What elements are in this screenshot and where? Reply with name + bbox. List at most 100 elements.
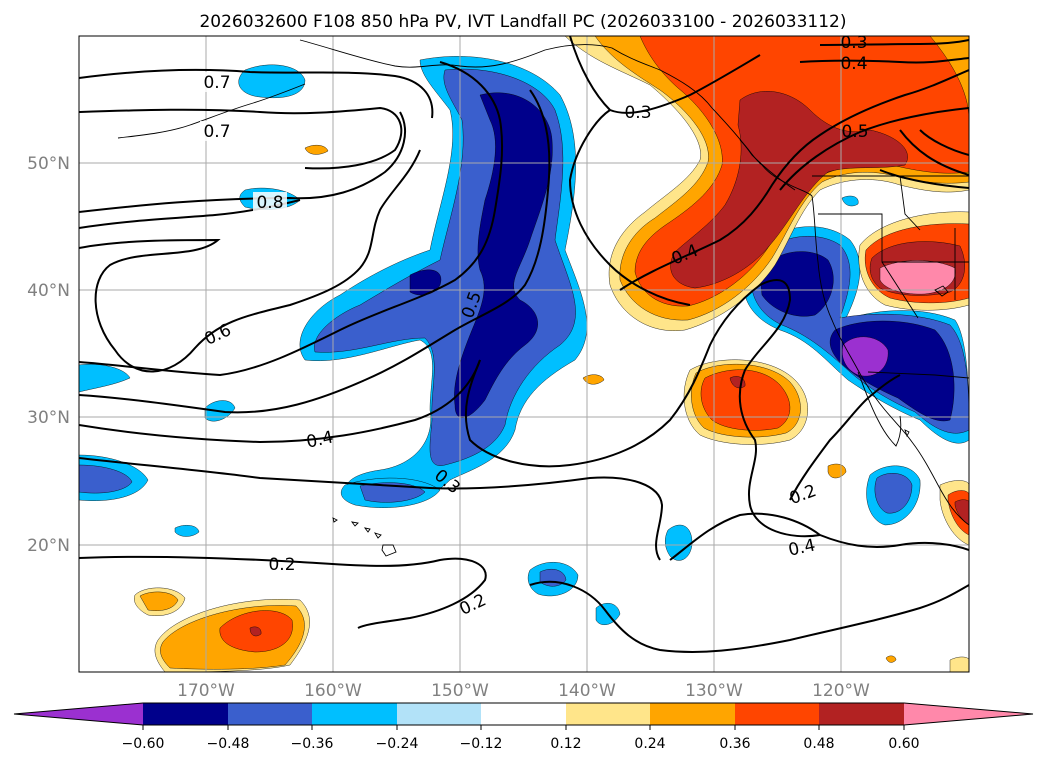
state-border-or: [818, 213, 969, 263]
colorbar-bin: [397, 703, 481, 725]
contour-label: 0.4: [840, 54, 867, 74]
latitude-labels: 50°N 40°N 30°N 20°N: [27, 154, 70, 556]
central-trough-core: [454, 92, 553, 418]
hawaii-island-5: [381, 544, 397, 557]
map-frame: [78, 35, 970, 673]
colorbar-tick-label: 0.12: [550, 736, 581, 752]
map-area: 0.7 0.7 0.8 0.6 0.5 0.4 0.3 0.2 0.2 0.3 …: [79, 33, 969, 672]
contour-0.3-hawaii: [79, 457, 664, 561]
contour-0.2-main: [79, 555, 487, 629]
small-warm-50n-158w: [304, 144, 329, 155]
bc-coast: [739, 139, 813, 197]
mexico-core: [874, 473, 913, 514]
state-border-mexico: [867, 371, 969, 379]
blob-20n-173w: [174, 525, 200, 537]
contour-label: 0.3: [624, 103, 651, 123]
contour-0.6-ne-c: [879, 169, 969, 189]
alaska-peninsula: [117, 83, 306, 139]
colorbar-tick-label: 0.48: [803, 736, 834, 752]
state-border-ca-nv: [881, 261, 919, 319]
lat-label-20n: 20°N: [27, 536, 70, 556]
colorbar-bin: [228, 703, 312, 725]
longitude-labels: 170°W 160°W 150°W 140°W 130°W 120°W: [177, 681, 870, 701]
contour-0.5: [79, 61, 504, 377]
colorbar-tick-label: −0.60: [122, 736, 165, 752]
colorbar-bin: [143, 703, 228, 725]
lon-label-170w: 170°W: [177, 681, 235, 701]
coastlines: [117, 39, 969, 557]
colorbar: −0.60 −0.48 −0.36 −0.24 −0.12 0.12 0.24 …: [13, 702, 1034, 752]
lat-label-30n: 30°N: [27, 408, 70, 428]
colorbar-tick-label: 0.36: [719, 736, 750, 752]
contour-label: 0.7: [203, 73, 230, 93]
sea-of-cortez-islands: [904, 429, 910, 438]
contour-label: 0.5: [841, 122, 868, 142]
colorbar-tick-label: −0.24: [376, 736, 419, 752]
alaska-blob: [238, 64, 306, 98]
california-low-core: [759, 251, 834, 317]
colorbar-bin: [650, 703, 735, 725]
west-edge-blob: [79, 364, 131, 393]
se-corner-warm: [949, 656, 969, 672]
contour-0.4-north: [799, 57, 969, 64]
colorbar-tick-label: 0.60: [888, 736, 919, 752]
contour-0.3-north: [819, 39, 969, 46]
contour-0.3-ring: [568, 109, 691, 306]
colorbar-bin: [819, 703, 904, 725]
contour-0.7-a: [79, 69, 434, 119]
lat-label-50n: 50°N: [27, 154, 70, 174]
contour-0.2-south: [529, 580, 969, 653]
contour-label: 0.7: [203, 122, 230, 142]
hawaii-island-3: [363, 527, 371, 533]
figure-title: 2026032600 F108 850 hPa PV, IVT Landfall…: [199, 12, 846, 32]
contour-label: 0.3: [840, 33, 867, 53]
colorbar-tick-label: −0.36: [291, 736, 334, 752]
colorbar-bin: [481, 703, 566, 725]
colorbar-tick-label: −0.48: [207, 736, 250, 752]
bay-islands: [934, 285, 949, 297]
contour-0.8: [79, 111, 406, 213]
colorbar-bin: [566, 703, 650, 725]
mexico-coast-warm-dark: [954, 499, 969, 526]
idaho-border: [899, 175, 921, 231]
contour-0.6-ne: [899, 129, 969, 176]
contour-0.3-pnw: [569, 36, 761, 114]
colorbar-tick-label: −0.12: [460, 736, 503, 752]
hawaii-island-4: [373, 532, 382, 539]
lon-label-140w: 140°W: [558, 681, 616, 701]
tiny-warm-13n: [885, 655, 897, 663]
contour-0.4-b: [79, 359, 481, 444]
sw-warm-dark: [249, 626, 262, 637]
contour-0.4-east: [669, 512, 969, 561]
blob-20n-137w: [665, 524, 693, 561]
lon-label-130w: 130°W: [685, 681, 743, 701]
oregon-blob: [841, 195, 859, 207]
contour-0.4: [79, 89, 551, 414]
alaska-coast: [299, 39, 796, 191]
lat-label-40n: 40°N: [27, 281, 70, 301]
us-west-coast: [811, 195, 969, 526]
baja-extreme: [842, 336, 889, 377]
contour-0.5-pnw: [779, 107, 969, 191]
contour-0.6: [79, 149, 421, 373]
contour-0.2-east: [789, 374, 901, 501]
west-edge-core-25n: [79, 464, 133, 494]
pc-contours: [79, 36, 969, 653]
colorbar-extend-max: [904, 703, 1033, 725]
colorbar-extend-min: [14, 703, 143, 725]
hawaii-island-2: [350, 521, 359, 527]
subtropical-blob-core: [700, 369, 791, 431]
lon-label-150w: 150°W: [431, 681, 489, 701]
colorbar-tick-labels: −0.60 −0.48 −0.36 −0.24 −0.12 0.12 0.24 …: [122, 736, 920, 752]
colorbar-tick-label: 0.24: [634, 736, 665, 752]
contour-label: 0.8: [256, 193, 283, 213]
lon-label-160w: 160°W: [304, 681, 362, 701]
pnw-plume-core: [670, 91, 908, 289]
contour-0.4-pnw: [619, 69, 969, 291]
colorbar-bin: [735, 703, 819, 725]
lon-label-120w: 120°W: [812, 681, 870, 701]
hawaii-island-1: [332, 517, 338, 523]
contour-label: 0.2: [268, 555, 295, 575]
contour-0.7-b: [79, 106, 403, 170]
colorbar-ticks: [142, 725, 905, 730]
